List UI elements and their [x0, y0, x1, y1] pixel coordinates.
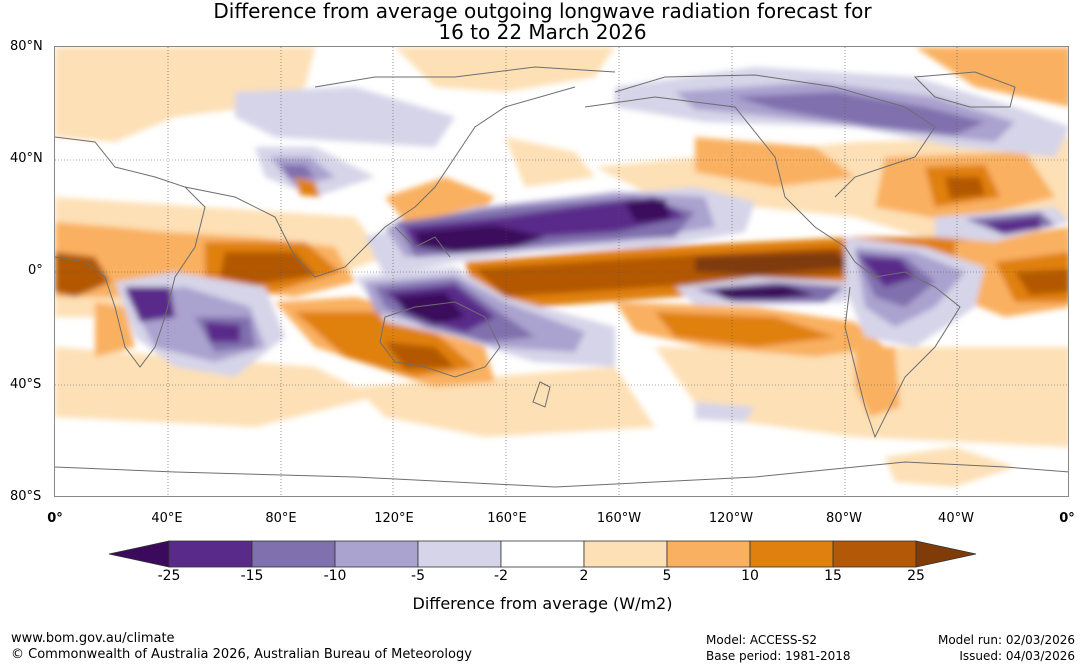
- lon-label-120w: 120°W: [708, 511, 754, 526]
- colorbar-cell: [168, 540, 253, 568]
- colorbar-title: Difference from average (W/m2): [412, 594, 673, 613]
- footer-copyright: © Commonwealth of Australia 2026, Austra…: [11, 647, 472, 662]
- colorbar-tick: 10: [741, 568, 759, 584]
- lat-label-80s: 80°S: [10, 489, 42, 504]
- colorbar-tick: -25: [157, 568, 181, 584]
- map-title-line1: Difference from average outgoing longwav…: [213, 0, 872, 23]
- colorbar-arrow-low: [108, 540, 170, 568]
- coastlines: [55, 66, 1068, 488]
- colorbar-cell: [251, 540, 336, 568]
- colorbar-cell: [832, 540, 917, 568]
- lon-label-0-left: 0°: [47, 511, 63, 526]
- colorbar-tick: 5: [662, 568, 672, 584]
- lon-label-40w: 40°W: [938, 511, 974, 526]
- lat-label-80n: 80°N: [10, 39, 43, 54]
- lon-label-120e: 120°E: [374, 511, 414, 526]
- colorbar-arrow-high: [915, 540, 977, 568]
- lon-label-160w: 160°W: [596, 511, 642, 526]
- lon-label-0-right: 0°: [1059, 511, 1075, 526]
- footer-base-period: Base period: 1981-2018: [706, 649, 851, 663]
- map-title-line2: 16 to 22 March 2026: [438, 20, 647, 44]
- anomaly-field: [55, 47, 1068, 487]
- colorbar-tick: 25: [907, 568, 925, 584]
- colorbar-cell: [749, 540, 834, 568]
- map-svg: [55, 47, 1068, 496]
- lon-label-40e: 40°E: [151, 511, 183, 526]
- footer-url: www.bom.gov.au/climate: [11, 631, 175, 646]
- footer-model: Model: ACCESS-S2: [706, 633, 818, 647]
- colorbar-cell: [583, 540, 668, 568]
- lat-label-0: 0°: [28, 263, 43, 278]
- colorbar-tick: -15: [240, 568, 264, 584]
- lat-label-40n: 40°N: [10, 151, 43, 166]
- lat-label-40s: 40°S: [10, 377, 42, 392]
- colorbar-tick: 15: [824, 568, 842, 584]
- graticule: [55, 47, 1068, 496]
- colorbar-tick: -10: [323, 568, 347, 584]
- colorbar-cell: [500, 540, 585, 568]
- footer-issued: Issued: 04/03/2026: [959, 649, 1075, 663]
- lon-label-160e: 160°E: [487, 511, 527, 526]
- lon-label-80e: 80°E: [265, 511, 297, 526]
- colorbar-cell: [417, 540, 502, 568]
- olr-anomaly-map: [54, 46, 1069, 497]
- colorbar-cell: [666, 540, 751, 568]
- colorbar-tick: -2: [494, 568, 508, 584]
- footer-model-run: Model run: 02/03/2026: [937, 633, 1075, 647]
- colorbar-tick: 2: [579, 568, 589, 584]
- lon-label-80w: 80°W: [826, 511, 862, 526]
- colorbar-tick: -5: [411, 568, 425, 584]
- colorbar-cell: [334, 540, 419, 568]
